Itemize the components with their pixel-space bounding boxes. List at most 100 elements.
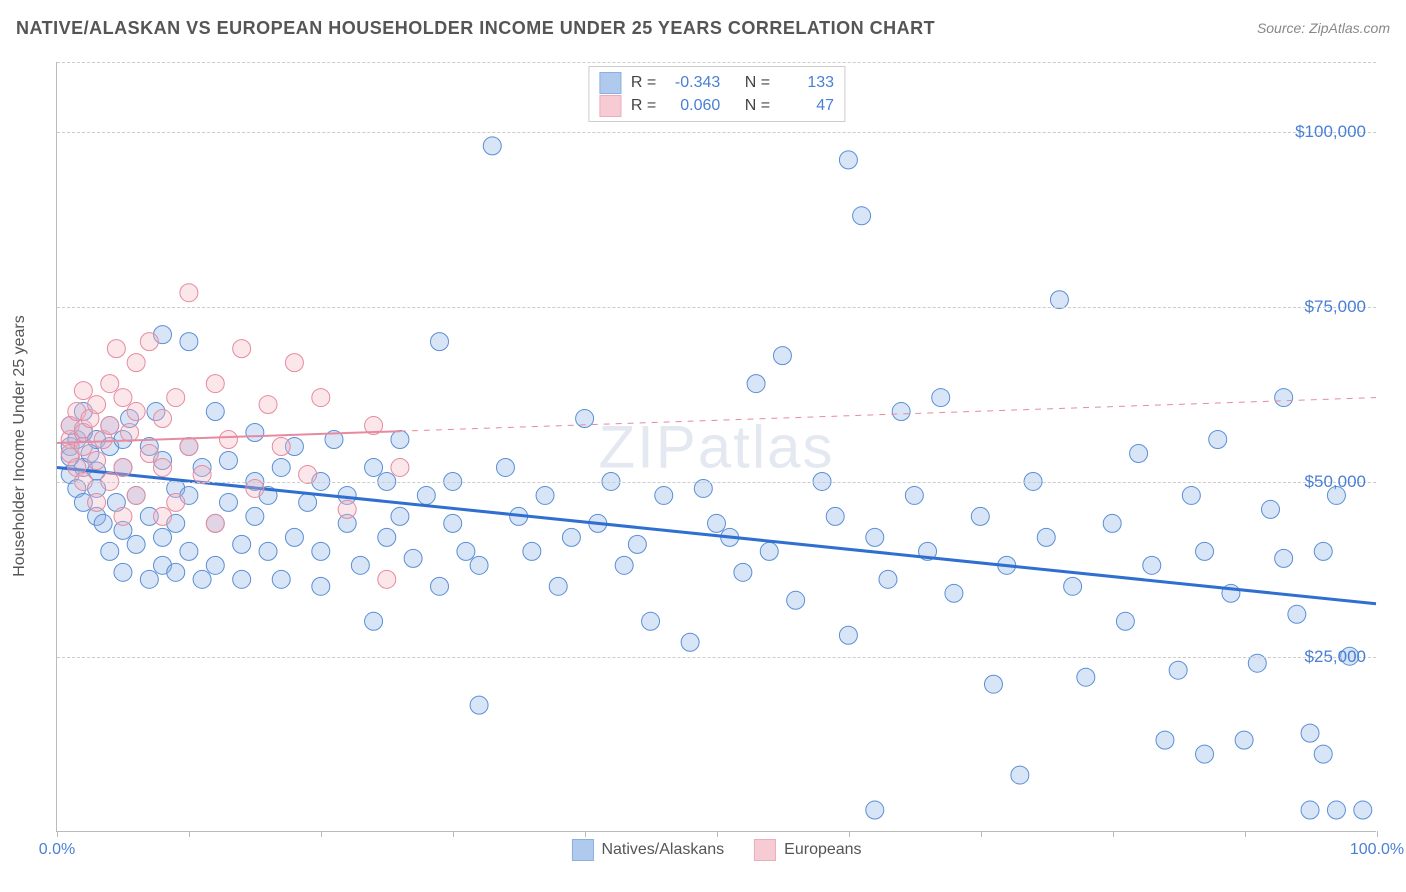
- scatter-point: [655, 486, 673, 504]
- chart-container: NATIVE/ALASKAN VS EUROPEAN HOUSEHOLDER I…: [0, 0, 1406, 892]
- x-tick: [849, 831, 850, 837]
- scatter-point: [114, 507, 132, 525]
- scatter-point: [1235, 731, 1253, 749]
- scatter-point: [338, 500, 356, 518]
- scatter-point: [1143, 556, 1161, 574]
- scatter-point: [180, 438, 198, 456]
- stats-n-label: N =: [745, 71, 770, 94]
- scatter-point: [140, 333, 158, 351]
- x-tick: [717, 831, 718, 837]
- scatter-point: [127, 354, 145, 372]
- scatter-point: [1314, 745, 1332, 763]
- x-tick-label: 100.0%: [1350, 841, 1404, 859]
- x-tick: [1245, 831, 1246, 837]
- scatter-point: [193, 570, 211, 588]
- swatch-natives: [599, 72, 621, 94]
- scatter-point: [1169, 661, 1187, 679]
- scatter-point: [905, 486, 923, 504]
- scatter-point: [1116, 612, 1134, 630]
- grid-line: [57, 657, 1376, 658]
- scatter-point: [140, 570, 158, 588]
- scatter-point: [536, 486, 554, 504]
- stats-n-value-europeans: 47: [780, 94, 834, 117]
- x-tick: [189, 831, 190, 837]
- stats-r-label: R =: [631, 71, 656, 94]
- scatter-point: [233, 340, 251, 358]
- scatter-point: [853, 207, 871, 225]
- scatter-point: [154, 507, 172, 525]
- x-tick: [57, 831, 58, 837]
- x-tick: [585, 831, 586, 837]
- grid-line: [57, 482, 1376, 483]
- scatter-point: [259, 542, 277, 560]
- scatter-point: [378, 528, 396, 546]
- scatter-point: [1209, 431, 1227, 449]
- scatter-point: [708, 514, 726, 532]
- scatter-point: [892, 403, 910, 421]
- scatter-point: [417, 486, 435, 504]
- y-tick-label: $75,000: [1305, 297, 1366, 317]
- trend-line-dashed: [400, 398, 1376, 432]
- scatter-point: [285, 354, 303, 372]
- x-tick: [1113, 831, 1114, 837]
- swatch-europeans: [754, 839, 776, 861]
- scatter-point: [101, 417, 119, 435]
- scatter-point: [299, 493, 317, 511]
- scatter-point: [299, 465, 317, 483]
- scatter-point: [312, 389, 330, 407]
- scatter-point: [206, 556, 224, 574]
- scatter-point: [219, 431, 237, 449]
- scatter-point: [378, 570, 396, 588]
- scatter-point: [272, 438, 290, 456]
- scatter-point: [470, 556, 488, 574]
- chart-title: NATIVE/ALASKAN VS EUROPEAN HOUSEHOLDER I…: [16, 18, 935, 39]
- scatter-point: [1196, 542, 1214, 560]
- scatter-point: [1037, 528, 1055, 546]
- scatter-point: [206, 403, 224, 421]
- scatter-point: [127, 403, 145, 421]
- scatter-point: [1064, 577, 1082, 595]
- scatter-point: [101, 542, 119, 560]
- source-attribution: Source: ZipAtlas.com: [1257, 20, 1390, 36]
- scatter-point: [88, 451, 106, 469]
- scatter-point: [431, 577, 449, 595]
- scatter-point: [879, 570, 897, 588]
- scatter-point: [246, 424, 264, 442]
- grid-line: [57, 307, 1376, 308]
- scatter-point: [431, 333, 449, 351]
- scatter-point: [193, 465, 211, 483]
- scatter-point: [107, 340, 125, 358]
- legend-item-natives: Natives/Alaskans: [571, 839, 724, 861]
- scatter-point: [259, 396, 277, 414]
- stats-n-label: N =: [745, 94, 770, 117]
- scatter-point: [88, 396, 106, 414]
- legend-label-europeans: Europeans: [784, 841, 861, 859]
- stats-n-value-natives: 133: [780, 71, 834, 94]
- scatter-point: [760, 542, 778, 560]
- stats-r-value-europeans: 0.060: [666, 94, 720, 117]
- scatter-point: [114, 458, 132, 476]
- scatter-point: [404, 549, 422, 567]
- scatter-point: [167, 563, 185, 581]
- y-tick-label: $25,000: [1305, 647, 1366, 667]
- scatter-point: [180, 542, 198, 560]
- scatter-point: [1327, 801, 1345, 819]
- scatter-point: [365, 612, 383, 630]
- scatter-point: [206, 375, 224, 393]
- scatter-point: [88, 493, 106, 511]
- scatter-point: [167, 493, 185, 511]
- scatter-point: [365, 458, 383, 476]
- x-tick-label: 0.0%: [39, 841, 75, 859]
- scatter-point: [312, 577, 330, 595]
- scatter-point: [496, 458, 514, 476]
- grid-line: [57, 62, 1376, 63]
- scatter-point: [1011, 766, 1029, 784]
- scatter-point: [94, 514, 112, 532]
- scatter-point: [272, 570, 290, 588]
- source-value: ZipAtlas.com: [1309, 20, 1390, 36]
- swatch-natives: [571, 839, 593, 861]
- scatter-point: [391, 507, 409, 525]
- scatter-point: [1275, 549, 1293, 567]
- scatter-point: [642, 612, 660, 630]
- scatter-point: [1301, 801, 1319, 819]
